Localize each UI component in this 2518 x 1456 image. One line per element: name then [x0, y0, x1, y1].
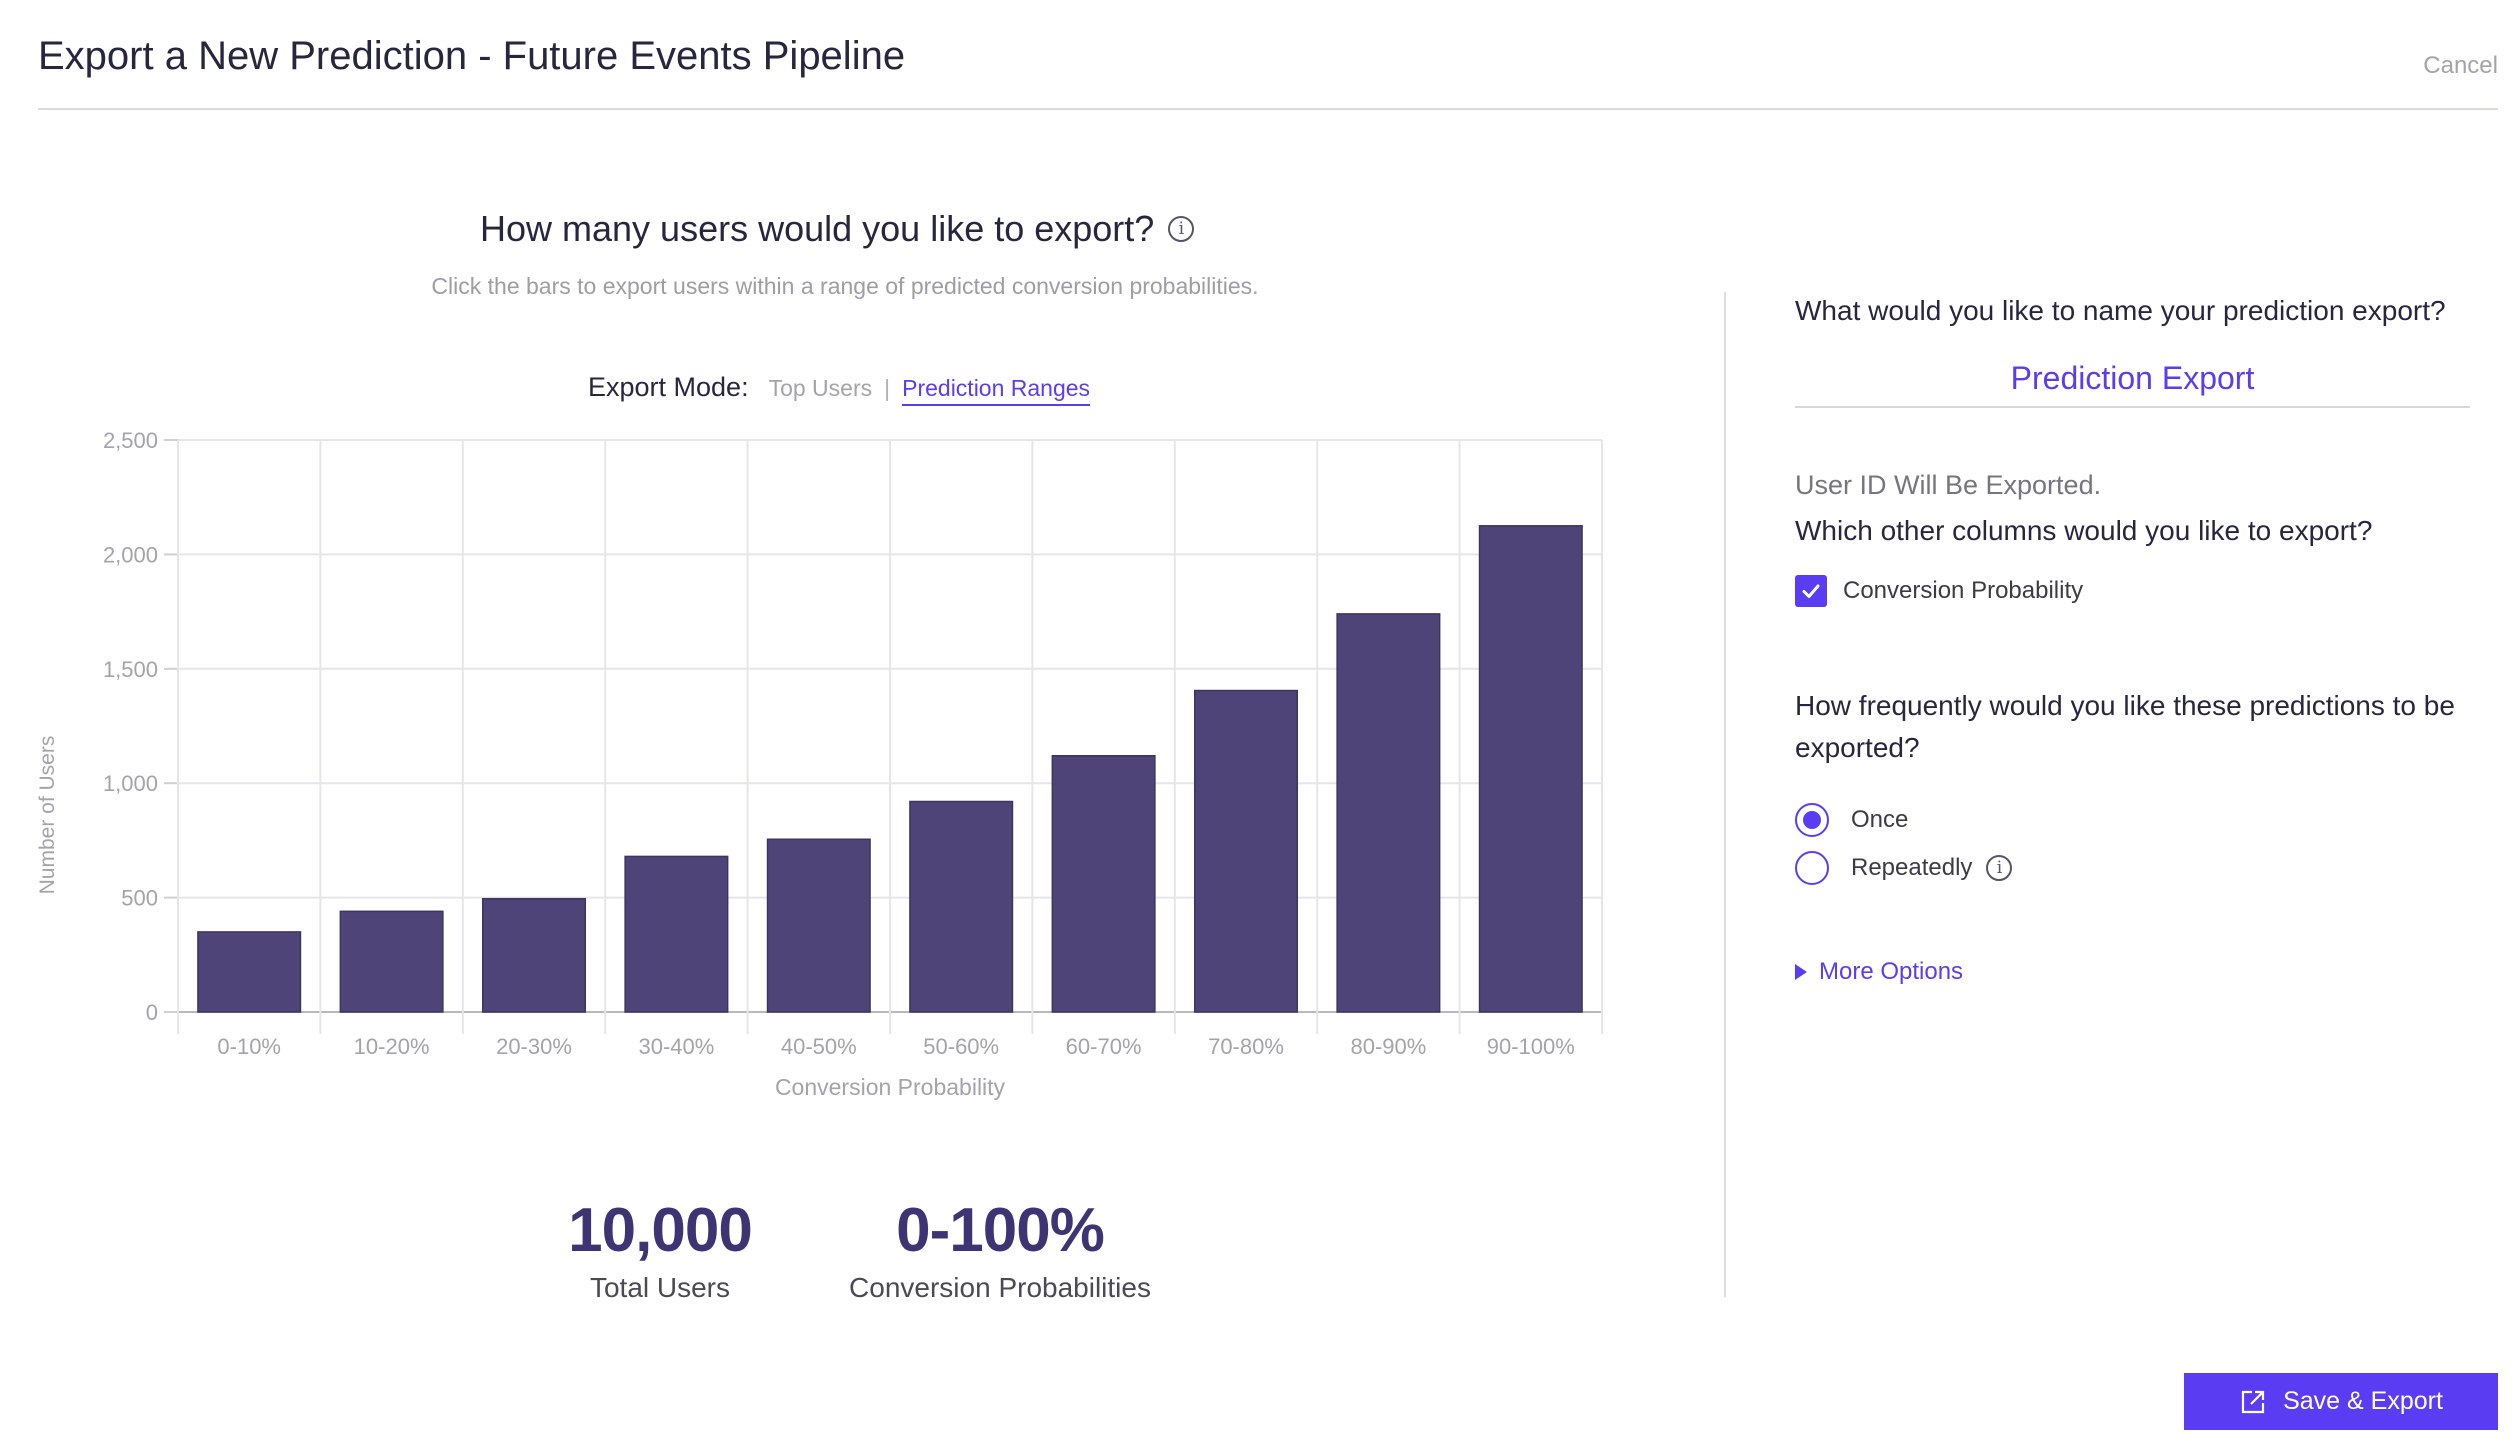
- export-mode-label: Export Mode:: [588, 372, 749, 402]
- mode-top-users[interactable]: Top Users: [768, 375, 873, 401]
- y-axis-title: Number of Users: [36, 735, 59, 895]
- bar-0-10%[interactable]: [197, 931, 302, 1013]
- panel-divider: [1724, 292, 1726, 1297]
- checkbox-box[interactable]: [1795, 575, 1827, 607]
- y-tick-label: 500: [121, 886, 158, 911]
- x-tick-label: 70-80%: [1208, 1034, 1284, 1059]
- bar-40-50%[interactable]: [766, 838, 871, 1013]
- check-icon: [1802, 584, 1820, 598]
- page-title: Export a New Prediction - Future Events …: [38, 34, 906, 78]
- save-export-button[interactable]: Save & Export: [2184, 1373, 2498, 1430]
- bar-70-80%[interactable]: [1193, 689, 1299, 1013]
- caret-right-icon: [1795, 964, 1807, 980]
- frequency-repeatedly-radio[interactable]: Repeatedly i: [1795, 851, 2013, 885]
- x-tick-label: 0-10%: [217, 1034, 281, 1059]
- bar-30-40%[interactable]: [624, 855, 729, 1013]
- y-tick-label: 0: [146, 1000, 158, 1025]
- bar-90-100%[interactable]: [1478, 525, 1583, 1013]
- export-name-input[interactable]: [1795, 350, 2470, 408]
- x-tick-label: 80-90%: [1350, 1034, 1426, 1059]
- y-tick-label: 2,500: [103, 428, 158, 453]
- info-icon[interactable]: i: [1168, 216, 1195, 242]
- total-users-label: Total Users: [589, 1272, 731, 1303]
- bar-20-30%[interactable]: [481, 897, 587, 1013]
- y-tick-label: 2,000: [103, 542, 158, 567]
- columns-question: Which other columns would you like to ex…: [1795, 515, 2373, 546]
- userid-note: User ID Will Be Exported.: [1795, 470, 2102, 500]
- total-users-value: 10,000: [568, 1196, 753, 1265]
- y-tick-label: 1,500: [103, 657, 158, 682]
- radio-repeatedly-label: Repeatedly: [1851, 854, 1973, 881]
- x-tick-label: 50-60%: [923, 1034, 999, 1059]
- checkbox-label: Conversion Probability: [1843, 577, 2084, 604]
- bar-60-70%[interactable]: [1051, 754, 1156, 1013]
- mode-prediction-ranges[interactable]: Prediction Ranges: [902, 375, 1091, 406]
- bar-50-60%[interactable]: [909, 800, 1014, 1013]
- info-icon[interactable]: i: [1986, 855, 2013, 881]
- total-users-stat: 10,000 Total Users: [520, 1195, 800, 1304]
- export-mode-switch: Export Mode: Top Users | Prediction Rang…: [588, 372, 1091, 406]
- y-tick-label: 1,000: [103, 771, 158, 796]
- export-instructions: Click the bars to export users within a …: [431, 273, 1259, 299]
- x-tick-label: 20-30%: [496, 1034, 572, 1059]
- x-tick-label: 90-100%: [1487, 1034, 1575, 1059]
- conversion-histogram: 0 500 1,000 1,500 2,000 2,500 0-10% 10-20% 20-30…: [103, 428, 1603, 1059]
- frequency-question: How frequently would you like these pred…: [1795, 690, 2455, 763]
- conversion-probability-checkbox[interactable]: Conversion Probability: [1795, 575, 2083, 607]
- more-options-toggle[interactable]: More Options: [1795, 958, 1963, 986]
- probabilities-value: 0-100%: [896, 1196, 1105, 1265]
- bar-80-90%[interactable]: [1336, 613, 1441, 1013]
- header-divider: [38, 108, 2498, 110]
- radio-repeatedly-circle[interactable]: [1795, 851, 1829, 885]
- mode-separator: |: [884, 375, 891, 401]
- frequency-once-radio[interactable]: Once: [1795, 803, 1908, 837]
- radio-once-label: Once: [1851, 806, 1909, 833]
- cancel-button[interactable]: Cancel: [2423, 52, 2498, 79]
- radio-once-circle[interactable]: [1795, 803, 1829, 837]
- export-question: How many users would you like to export?…: [480, 208, 1195, 250]
- more-options-label: More Options: [1819, 958, 1964, 985]
- export-question-text: How many users would you like to export?: [480, 208, 1155, 249]
- x-tick-label: 60-70%: [1066, 1034, 1142, 1059]
- probabilities-label: Conversion Probabilities: [849, 1272, 1151, 1303]
- name-question: What would you like to name your predict…: [1795, 295, 2446, 326]
- x-tick-label: 30-40%: [638, 1034, 714, 1059]
- save-export-label: Save & Export: [2283, 1387, 2443, 1415]
- x-tick-label: 40-50%: [781, 1034, 857, 1059]
- radio-selected-dot: [1803, 811, 1821, 829]
- x-tick-label: 10-20%: [354, 1034, 430, 1059]
- external-link-icon: [2241, 1390, 2265, 1413]
- bar-10-20%[interactable]: [339, 910, 444, 1013]
- x-axis-title: Conversion Probability: [774, 1074, 1006, 1100]
- probabilities-stat: 0-100% Conversion Probabilities: [830, 1195, 1170, 1304]
